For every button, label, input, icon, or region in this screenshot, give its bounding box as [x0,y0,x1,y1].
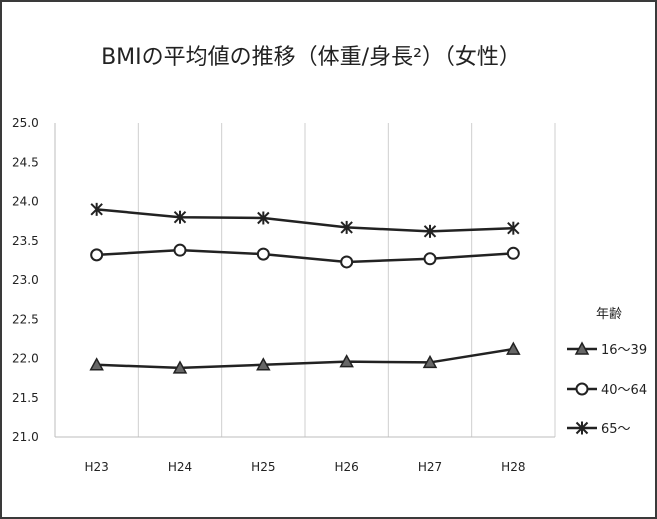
legend-item: 65～ [567,421,631,437]
data-point-star [257,211,270,225]
series-1 [89,341,521,374]
data-point-triangle [256,357,271,371]
grid-lines [54,123,556,438]
y-tick-label: 25.0 [12,116,39,130]
y-tick-label: 23.0 [12,273,39,287]
data-point-star [340,220,353,234]
series-line [96,208,514,233]
data-point-circle [506,246,520,260]
data-point-circle [173,243,187,257]
data-point-star [90,202,103,216]
data-point-triangle [89,357,104,371]
y-tick-label: 21.0 [12,430,39,444]
data-point-circle [90,248,104,262]
data-point-triangle [506,341,521,355]
x-tick-label: H27 [418,460,442,474]
chart-title: BMIの平均値の推移（体重/身長²）（女性） [101,45,521,70]
x-tick-label: H23 [85,460,109,474]
legend-item: 40～64 [567,382,647,398]
legend-title: 年齢 [596,307,622,322]
y-tick-label: 21.5 [12,391,39,405]
series-group [89,202,521,374]
legend-marker [574,341,590,355]
legend-label: 16～39 [601,343,647,358]
series-line [96,248,514,264]
x-axis-ticks: H23 H24 H25 H26 H27 H28 [85,460,526,474]
data-point-circle [256,247,270,261]
x-tick-label: H26 [335,460,359,474]
data-point-star [173,210,187,224]
series-line [96,347,514,370]
legend-marker [575,382,589,396]
data-point-circle [423,252,437,266]
data-point-triangle [172,360,188,374]
y-tick-label: 23.5 [12,234,39,248]
y-axis-ticks: 25.0 24.5 24.0 23.5 23.0 22.5 22.0 21.5 21.0 [12,116,39,444]
data-point-star [423,224,437,238]
data-point-star [507,221,520,235]
y-tick-label: 22.0 [12,352,39,366]
y-tick-label: 24.5 [12,155,39,169]
legend-item: 16～39 [567,341,647,358]
x-tick-label: H25 [251,460,275,474]
legend: 年齢 16～39 40～64 65～ [567,307,647,437]
x-tick-label: H24 [168,460,192,474]
data-point-triangle [422,354,438,369]
legend-label: 65～ [601,422,631,437]
x-tick-label: H28 [501,460,525,474]
y-tick-label: 22.5 [12,312,39,326]
legend-marker [575,421,589,435]
series-3 [90,202,520,238]
data-point-circle [340,255,354,269]
y-tick-label: 24.0 [12,195,39,209]
data-point-triangle [339,354,354,368]
legend-label: 40～64 [601,383,647,398]
series-2 [90,243,520,269]
